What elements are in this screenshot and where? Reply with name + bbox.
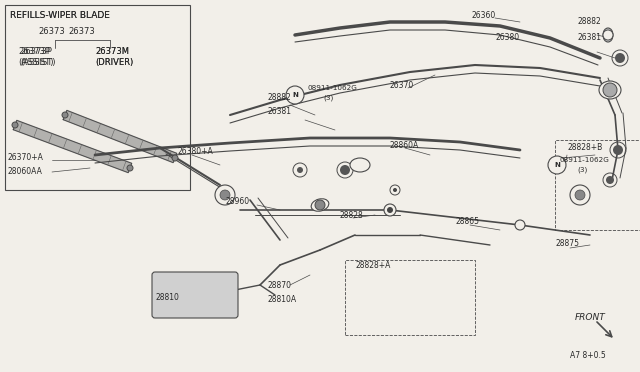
- Circle shape: [575, 190, 585, 200]
- Text: 28810: 28810: [155, 294, 179, 302]
- Text: 26380: 26380: [495, 33, 519, 42]
- Bar: [345, 260, 475, 335]
- Text: 28882: 28882: [578, 17, 602, 26]
- Text: 26381: 26381: [578, 33, 602, 42]
- Text: A7 8+0.5: A7 8+0.5: [570, 350, 605, 359]
- Text: 28060AA: 28060AA: [8, 167, 43, 176]
- Circle shape: [172, 155, 178, 161]
- Text: 28882: 28882: [267, 93, 291, 103]
- Ellipse shape: [311, 199, 329, 211]
- Text: 28810A: 28810A: [268, 295, 297, 305]
- Text: (DRIVER): (DRIVER): [95, 58, 133, 67]
- Bar: [555, 140, 640, 230]
- Circle shape: [606, 176, 614, 184]
- Text: (ASSIST): (ASSIST): [18, 58, 54, 67]
- Circle shape: [220, 190, 230, 200]
- Text: 28865: 28865: [455, 218, 479, 227]
- Text: 26373M: 26373M: [95, 48, 129, 57]
- Text: 26373P: 26373P: [18, 48, 50, 57]
- Circle shape: [286, 86, 304, 104]
- Circle shape: [387, 207, 393, 213]
- Circle shape: [215, 185, 235, 205]
- Circle shape: [12, 122, 18, 128]
- Circle shape: [62, 112, 68, 118]
- Text: 08911-1062G: 08911-1062G: [308, 85, 358, 91]
- Circle shape: [127, 165, 133, 171]
- FancyBboxPatch shape: [152, 272, 238, 318]
- Text: 28960: 28960: [225, 198, 249, 206]
- Text: FRONT: FRONT: [575, 314, 605, 323]
- Circle shape: [390, 185, 400, 195]
- Text: N: N: [554, 162, 560, 168]
- Text: 28828: 28828: [340, 211, 364, 219]
- Text: 28828+A: 28828+A: [355, 260, 390, 269]
- Text: 26370+A: 26370+A: [8, 154, 44, 163]
- Circle shape: [570, 185, 590, 205]
- Text: 26373P: 26373P: [20, 48, 52, 57]
- Text: REFILLS-WIPER BLADE: REFILLS-WIPER BLADE: [10, 10, 110, 19]
- Polygon shape: [13, 120, 132, 173]
- Circle shape: [603, 83, 617, 97]
- Text: (3): (3): [577, 167, 588, 173]
- Circle shape: [393, 188, 397, 192]
- Circle shape: [515, 220, 525, 230]
- Text: (3): (3): [323, 95, 333, 101]
- Text: 26373M: 26373M: [95, 48, 129, 57]
- Text: 26370: 26370: [390, 80, 414, 90]
- Text: 26381: 26381: [267, 108, 291, 116]
- Ellipse shape: [599, 81, 621, 99]
- Circle shape: [297, 167, 303, 173]
- Text: 26373: 26373: [68, 28, 95, 36]
- Circle shape: [384, 204, 396, 216]
- Text: 28860A: 28860A: [390, 141, 419, 150]
- Ellipse shape: [603, 28, 613, 42]
- Text: (ASSIST): (ASSIST): [20, 58, 56, 67]
- Text: 26373: 26373: [38, 28, 65, 36]
- Polygon shape: [63, 110, 177, 163]
- Text: 28828+B: 28828+B: [567, 144, 602, 153]
- Circle shape: [548, 156, 566, 174]
- Circle shape: [615, 53, 625, 63]
- Circle shape: [603, 30, 613, 40]
- Circle shape: [340, 165, 350, 175]
- Text: 26380+A: 26380+A: [178, 148, 214, 157]
- Text: N: N: [292, 92, 298, 98]
- Ellipse shape: [350, 158, 370, 172]
- Circle shape: [293, 163, 307, 177]
- Text: 26360: 26360: [472, 10, 496, 19]
- Text: REFILLS-WIPER BLADE: REFILLS-WIPER BLADE: [10, 10, 110, 19]
- Text: 08911-1062G: 08911-1062G: [560, 157, 610, 163]
- Circle shape: [613, 145, 623, 155]
- Text: (DRIVER): (DRIVER): [95, 58, 133, 67]
- Circle shape: [315, 200, 325, 210]
- Bar: [5, 5, 190, 190]
- Text: 28870: 28870: [268, 280, 292, 289]
- Text: 28875: 28875: [555, 238, 579, 247]
